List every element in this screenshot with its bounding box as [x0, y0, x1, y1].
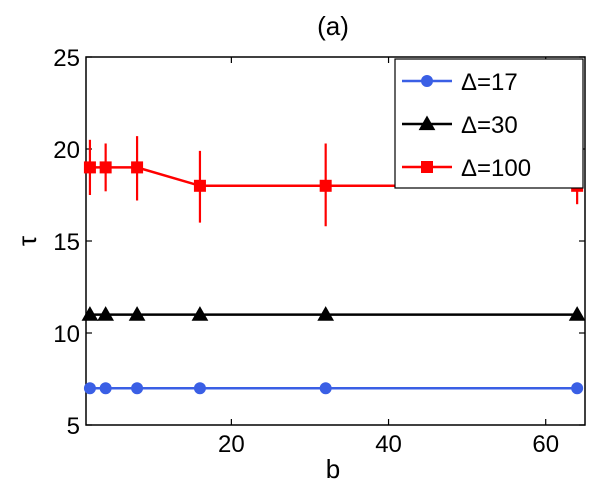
legend-label: Δ=30 [461, 112, 518, 139]
data-point [571, 382, 584, 395]
legend-marker [421, 161, 433, 173]
data-point [81, 306, 99, 321]
data-point [97, 306, 115, 321]
y-tick-label: 10 [53, 321, 80, 348]
y-axis-label: τ [12, 235, 42, 246]
x-axis-label: b [326, 454, 340, 484]
data-point [128, 306, 146, 321]
legend-label: Δ=100 [461, 155, 531, 182]
data-point [319, 382, 332, 395]
data-point [191, 306, 209, 321]
y-tick-label: 25 [53, 45, 80, 72]
legend-marker [421, 75, 433, 87]
legend: Δ=17 Δ=30 Δ=100 [394, 58, 584, 189]
data-point [131, 382, 144, 395]
data-point [99, 382, 112, 395]
data-point [193, 382, 206, 395]
legend-marker [418, 115, 436, 131]
data-point [319, 179, 332, 192]
data-point [317, 306, 335, 321]
chart-title: (a) [317, 11, 349, 41]
series-1 [81, 306, 586, 321]
data-point [99, 161, 112, 174]
x-tick-label: 60 [532, 431, 559, 458]
data-point [193, 179, 206, 192]
y-tick-label: 20 [53, 137, 80, 164]
data-point [83, 161, 96, 174]
series-0 [83, 382, 584, 395]
data-point [83, 382, 96, 395]
x-axis-ticks: 20 40 60 [218, 57, 559, 458]
y-tick-label: 15 [53, 229, 80, 256]
y-axis-ticks: 5 10 15 20 25 [53, 45, 585, 440]
x-tick-label: 20 [218, 431, 245, 458]
data-point [131, 161, 144, 174]
x-tick-label: 40 [375, 431, 402, 458]
legend-label: Δ=17 [461, 69, 518, 96]
data-point [568, 306, 586, 321]
y-tick-label: 5 [67, 413, 80, 440]
